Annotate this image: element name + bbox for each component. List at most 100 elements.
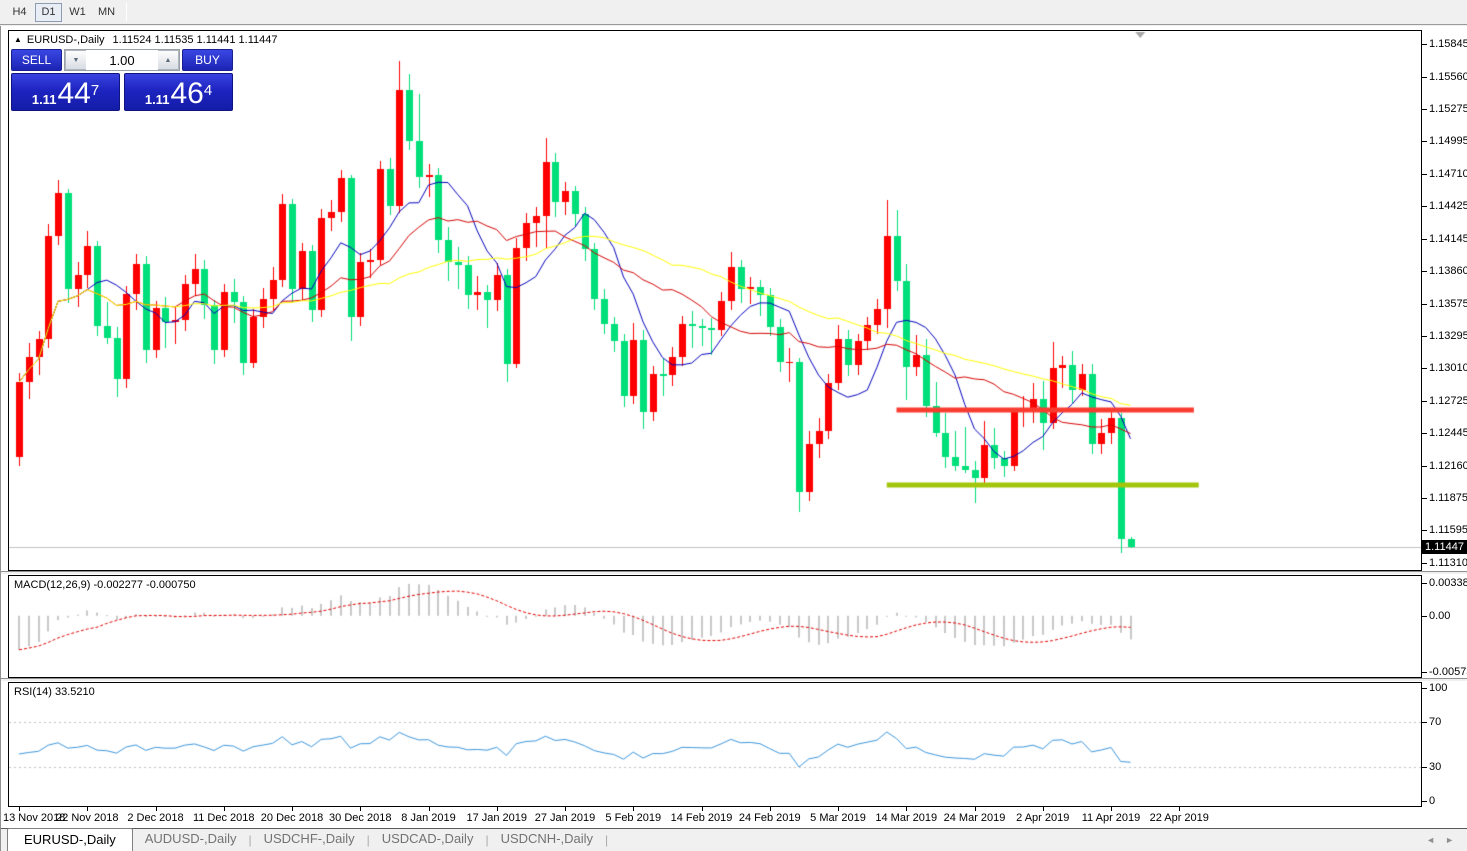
date-axis-tick xyxy=(565,807,566,811)
axis-tick-label: 1.14425 xyxy=(1429,200,1467,213)
tab-separator: | xyxy=(366,833,370,847)
current-price-tag: 1.11447 xyxy=(1422,540,1467,555)
price-axis-tick xyxy=(1422,671,1427,673)
price-axis-tick xyxy=(1422,206,1427,208)
date-axis-label: 22 Apr 2019 xyxy=(1149,812,1209,824)
price-chart-canvas[interactable] xyxy=(9,31,1421,570)
tab-eurusddaily[interactable]: EURUSD-,Daily xyxy=(7,828,133,851)
tab-separator: | xyxy=(485,833,489,847)
panel-divider[interactable] xyxy=(1,571,1467,575)
date-axis-label: 17 Jan 2019 xyxy=(466,812,528,824)
volume-decrease-button[interactable]: ▼ xyxy=(65,50,86,70)
tab-audusddaily[interactable]: AUDUSD-,Daily xyxy=(144,831,237,846)
price-axis-tick xyxy=(1422,767,1427,769)
date-axis-label: 2 Apr 2019 xyxy=(1016,812,1070,824)
rsi-indicator-panel: RSI(14) 33.5210 xyxy=(8,682,1422,807)
date-axis-tick xyxy=(87,807,89,811)
date-axis-label: 8 Jan 2019 xyxy=(401,812,456,824)
axis-tick-label: 1.14145 xyxy=(1429,232,1467,245)
date-axis-tick xyxy=(906,807,908,811)
date-axis-label: 2 Dec 2018 xyxy=(127,812,184,824)
timeframe-button-d1[interactable]: D1 xyxy=(35,2,62,22)
tab-usdcnhdaily[interactable]: USDCNH-,Daily xyxy=(500,831,594,846)
axis-tick-label: 1.14995 xyxy=(1429,135,1467,148)
tab-usdcaddaily[interactable]: USDCAD-,Daily xyxy=(381,831,474,846)
price-axis-tick xyxy=(1422,238,1427,240)
tab-separator: | xyxy=(605,833,609,847)
chart-tab-bar: EURUSD-,Daily AUDUSD-,Daily | USDCHF-,Daily… xyxy=(1,828,1467,851)
panel-divider[interactable] xyxy=(1,678,1467,682)
rsi-canvas[interactable] xyxy=(9,683,1421,806)
macd-canvas[interactable] xyxy=(9,576,1421,677)
axis-tick-label: 1.13575 xyxy=(1429,297,1467,310)
tab-separator: | xyxy=(248,833,252,847)
date-axis: 13 Nov 2018 22 Nov 2018 2 Dec 2018 11 Dec 2… xyxy=(1,807,1467,828)
date-axis-tick xyxy=(974,807,976,811)
date-axis-label: 13 Nov 2018 xyxy=(3,812,66,824)
date-axis-tick xyxy=(701,807,703,811)
axis-tick-label: 1.12725 xyxy=(1429,395,1467,408)
date-axis-label: 30 Dec 2018 xyxy=(329,812,392,824)
chart-title-line: ▲ EURUSD-,Daily 1.11524 1.11535 1.11441 1.… xyxy=(14,34,278,46)
price-axis-tick xyxy=(1422,43,1427,45)
price-axis-tick xyxy=(1422,368,1427,370)
timeframe-toolbar: H4 D1 W1 MN xyxy=(0,0,1467,25)
chart-ohlc-values: 1.11524 1.11535 1.11441 1.11447 xyxy=(112,34,278,46)
axis-tick-label: 1.15275 xyxy=(1429,103,1467,116)
price-axis-tick xyxy=(1422,433,1427,435)
date-axis-tick xyxy=(428,807,430,811)
price-axis-tick xyxy=(1422,530,1427,532)
axis-tick-label: 0.00 xyxy=(1429,609,1451,622)
axis-tick-label: 1.15560 xyxy=(1429,70,1467,83)
timeframe-button-w1[interactable]: W1 xyxy=(69,5,86,18)
date-axis-tick xyxy=(769,807,771,811)
axis-tick-label: 0.003386 xyxy=(1429,576,1467,589)
chart-symbol-title: EURUSD-,Daily xyxy=(26,34,105,46)
date-axis-label: 20 Dec 2018 xyxy=(260,812,324,824)
date-axis-tick xyxy=(1042,807,1044,811)
volume-input[interactable] xyxy=(86,50,158,70)
axis-tick-label: 1.11310 xyxy=(1429,557,1467,570)
toolbar-separator xyxy=(126,3,128,21)
one-click-trading-panel: SELL ▼ ▲ BUY 1.11 44 7 1.11 46 4 xyxy=(11,49,233,111)
price-axis-tick xyxy=(1422,335,1427,337)
volume-increase-button[interactable]: ▲ xyxy=(158,50,179,70)
price-axis-tick xyxy=(1422,173,1427,175)
tab-usdchfdaily[interactable]: USDCHF-,Daily xyxy=(263,831,355,846)
macd-label: MACD(12,26,9) -0.002277 -0.000750 xyxy=(14,579,196,591)
price-axis-tick xyxy=(1422,582,1427,584)
buy-price-button[interactable]: 1.11 46 4 xyxy=(124,73,233,111)
date-axis-tick xyxy=(19,807,20,811)
axis-tick-label: 100 xyxy=(1429,681,1448,694)
tab-scroll-arrows[interactable]: ◄► xyxy=(1426,835,1464,845)
axis-tick-label: 30 xyxy=(1429,761,1442,774)
buy-price-prefix: 1.11 xyxy=(144,92,170,107)
axis-tick-label: 1.12445 xyxy=(1429,427,1467,440)
axis-tick-label: 0 xyxy=(1429,795,1436,808)
axis-tick-label: 1.15845 xyxy=(1429,37,1467,50)
axis-tick-label: 1.11595 xyxy=(1429,524,1467,537)
date-axis-tick xyxy=(496,807,498,811)
date-axis-tick xyxy=(838,807,839,811)
sell-price-prefix: 1.11 xyxy=(31,92,57,107)
date-axis-label: 14 Mar 2019 xyxy=(875,812,938,824)
timeframe-button-mn[interactable]: MN xyxy=(98,5,116,18)
date-axis-tick xyxy=(360,807,362,811)
price-axis-tick xyxy=(1422,271,1427,273)
collapse-panel-icon[interactable]: ▲ xyxy=(14,35,22,44)
date-axis-label: 5 Feb 2019 xyxy=(605,812,662,824)
price-axis-tick xyxy=(1422,498,1427,500)
date-axis-tick xyxy=(1179,807,1181,811)
axis-tick-label: 70 xyxy=(1429,715,1442,728)
date-axis-label: 24 Feb 2019 xyxy=(738,812,801,824)
price-chart-panel xyxy=(8,30,1422,571)
volume-stepper: ▼ ▲ xyxy=(64,49,180,71)
sell-button[interactable]: SELL xyxy=(11,49,62,71)
buy-price-pip: 4 xyxy=(203,82,213,99)
timeframe-button-h4[interactable]: H4 xyxy=(12,5,27,18)
buy-button[interactable]: BUY xyxy=(182,49,233,71)
date-axis-tick xyxy=(155,807,157,811)
axis-tick-label: 1.11875 xyxy=(1429,492,1467,505)
sell-price-button[interactable]: 1.11 44 7 xyxy=(11,73,120,111)
